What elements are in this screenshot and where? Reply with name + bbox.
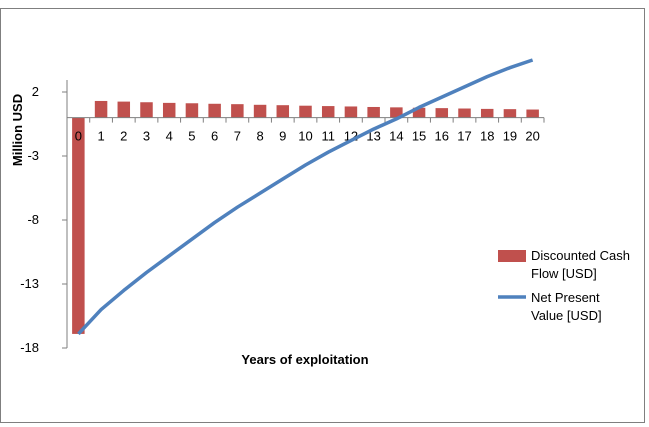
- x-tick-label: 17: [457, 129, 471, 144]
- x-tick-label: 3: [143, 129, 150, 144]
- y-tick-label: -8: [27, 212, 39, 227]
- x-tick-label: 6: [211, 129, 218, 144]
- y-tick-label: 2: [32, 84, 39, 99]
- npv-line: [77, 58, 534, 336]
- y-axis-title: Million USD: [10, 94, 25, 166]
- bar: [390, 107, 403, 118]
- x-tick-label: 9: [279, 129, 286, 144]
- chart-border: [0, 8, 645, 423]
- legend-bar-label: Discounted Cash Flow [USD]: [531, 248, 630, 281]
- x-tick-label: 4: [166, 129, 173, 144]
- bar: [299, 105, 312, 118]
- x-tick-label: 11: [321, 129, 335, 144]
- x-tick-label: 10: [298, 129, 312, 144]
- bar: [276, 105, 290, 118]
- x-tick-label: 15: [412, 129, 426, 144]
- bar: [458, 108, 471, 118]
- x-tick-label: 8: [256, 129, 263, 144]
- plot-area: 2-3-8-13-180 1 2 3 4 5 6 7 8 9 10 11 12 13 14 15 16 17 18 1…: [20, 58, 545, 355]
- legend-bar-swatch: [498, 250, 526, 262]
- legend-line-label: Net Present Value [USD]: [531, 290, 602, 323]
- bar: [253, 104, 267, 118]
- x-axis-title: Years of exploitation: [241, 352, 368, 367]
- bar: [321, 106, 335, 118]
- y-tick-label: -3: [27, 148, 39, 163]
- bar: [185, 103, 199, 118]
- bar: [117, 101, 131, 118]
- bar: [435, 108, 449, 118]
- x-tick-label: 5: [188, 129, 195, 144]
- bar: [72, 117, 85, 334]
- x-tick-label: 18: [480, 129, 494, 144]
- bar: [344, 106, 358, 118]
- bar: [503, 109, 517, 118]
- x-tick-label: 2: [120, 129, 127, 144]
- bar: [231, 104, 244, 118]
- x-tick-label: 1: [97, 129, 104, 144]
- legend: Discounted Cash Flow [USD] Net Present Valu…: [498, 248, 630, 323]
- x-tick-label: 7: [234, 129, 241, 144]
- y-tick-label: -18: [20, 340, 39, 355]
- y-tick-label: -13: [20, 276, 39, 291]
- bar: [208, 103, 221, 118]
- bar: [140, 102, 153, 118]
- x-tick-label: 14: [389, 129, 403, 144]
- bar: [480, 108, 494, 118]
- bar: [94, 100, 108, 118]
- bar: [162, 102, 176, 118]
- bar: [412, 107, 426, 118]
- x-tick-label: 19: [503, 129, 517, 144]
- x-tick-label: 16: [435, 129, 449, 144]
- bar: [526, 109, 539, 118]
- x-tick-label: 0: [75, 129, 82, 144]
- bar: [367, 106, 380, 118]
- x-tick-label: 20: [525, 129, 539, 144]
